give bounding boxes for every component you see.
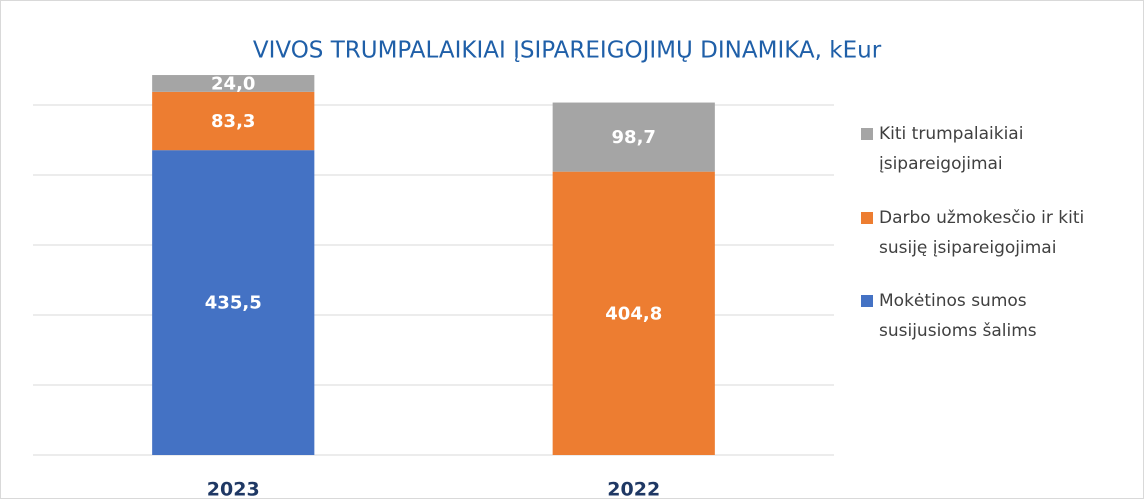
x-tick-label: 2023 xyxy=(207,479,260,499)
legend-swatch xyxy=(861,295,873,307)
data-label: 24,0 xyxy=(211,73,255,94)
legend-item: Kiti trumpalaikiai įsipareigojimai xyxy=(861,119,1131,179)
data-label: 83,3 xyxy=(211,111,255,132)
legend-swatch xyxy=(861,212,873,224)
bar-segment xyxy=(552,171,715,455)
legend-label: Mokėtinos sumos susijusioms šalims xyxy=(879,291,1037,341)
legend-label: Darbo užmokesčio ir kiti susiję įsiparei… xyxy=(879,208,1085,258)
data-label: 435,5 xyxy=(205,293,262,314)
legend-item: Darbo užmokesčio ir kiti susiję įsiparei… xyxy=(861,203,1131,263)
legend-label: Kiti trumpalaikiai įsipareigojimai xyxy=(879,124,1024,174)
bar-segment xyxy=(152,91,315,151)
x-tick-label: 2022 xyxy=(607,479,660,499)
data-label: 404,8 xyxy=(605,303,662,324)
bar-segment xyxy=(152,75,315,92)
legend-item: Mokėtinos sumos susijusioms šalims xyxy=(861,286,1131,346)
legend-swatch xyxy=(861,128,873,140)
chart-title: VIVOS TRUMPALAIKIAI ĮSIPAREIGOJIMŲ DINAM… xyxy=(253,38,882,64)
data-label: 98,7 xyxy=(612,127,656,148)
bar-segment xyxy=(552,102,715,172)
bar-segment xyxy=(152,150,315,455)
